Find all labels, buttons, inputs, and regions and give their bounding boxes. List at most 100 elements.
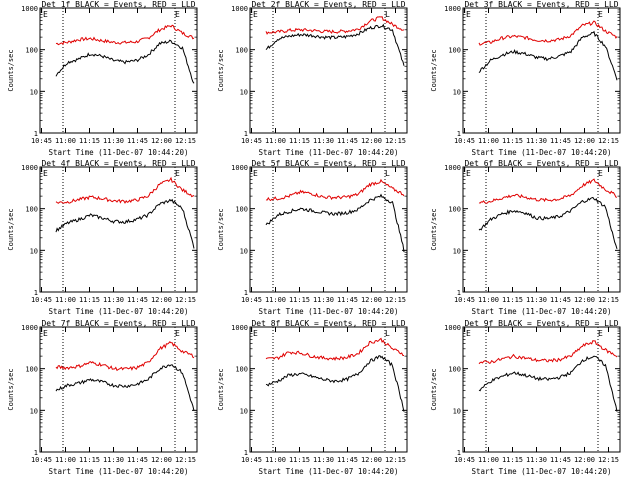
x-tick-label: 11:30 [313, 296, 334, 304]
detector-panel-5: Det 5f BLACK = Events, RED = LLD Counts/s… [217, 159, 408, 316]
event-marker-label: L [385, 329, 390, 338]
series-line-lld [55, 176, 195, 204]
series-line-lld [478, 178, 618, 204]
x-tick-label: 10:45 [241, 137, 262, 145]
x-tick-label: 12:00 [361, 296, 382, 304]
x-tick-label: 12:15 [175, 137, 196, 145]
x-tick-label: 11:00 [265, 296, 286, 304]
y-tick-label: 10 [240, 247, 248, 255]
y-tick-label: 1000 [231, 324, 248, 332]
x-tick-label: 12:15 [598, 137, 619, 145]
x-tick-label: 11:30 [103, 296, 124, 304]
plot-title: Det 3f BLACK = Events, RED = LLD [464, 0, 618, 9]
x-tick-label: 12:00 [574, 137, 595, 145]
y-axis-label: Counts/sec [7, 208, 15, 250]
series-line-events [478, 30, 618, 81]
plot-title: Det 7f BLACK = Events, RED = LLD [41, 319, 195, 328]
event-marker-label: E [598, 329, 603, 338]
x-tick-label: 11:00 [478, 296, 499, 304]
plot-title: Det 5f BLACK = Events, RED = LLD [251, 159, 405, 168]
y-tick-label: 1000 [21, 5, 38, 13]
x-tick-label: 11:15 [289, 456, 310, 464]
x-tick-label: 12:00 [151, 456, 172, 464]
plot-frame [249, 326, 408, 453]
series-line-events [478, 196, 618, 250]
y-axis-label: Counts/sec [217, 208, 225, 250]
x-tick-label: 11:00 [478, 456, 499, 464]
y-tick-label: 1000 [21, 324, 38, 332]
x-tick-label: 11:45 [127, 296, 148, 304]
x-tick-label: 10:45 [241, 296, 262, 304]
x-tick-label: 10:45 [31, 137, 52, 145]
series-line-events [55, 198, 195, 249]
plot-title: Det 4f BLACK = Events, RED = LLD [41, 159, 195, 168]
series-line-lld [478, 20, 618, 46]
y-tick-label: 1 [34, 130, 38, 138]
y-tick-label: 100 [448, 47, 461, 55]
x-axis-label: Start Time (11-Dec-07 10:44:20) [49, 307, 189, 316]
y-tick-label: 100 [235, 206, 248, 214]
series-line-lld [55, 24, 195, 46]
detector-panel-6: Det 6f BLACK = Events, RED = LLD Counts/s… [430, 159, 621, 316]
series-line-events [265, 23, 405, 66]
y-tick-label: 100 [448, 366, 461, 374]
x-tick-label: 10:45 [454, 456, 475, 464]
y-tick-label: 100 [235, 366, 248, 374]
x-tick-label: 12:15 [385, 456, 406, 464]
y-axis-label: Counts/sec [7, 368, 15, 410]
event-marker-label: L [385, 169, 390, 178]
plot-title: Det 1f BLACK = Events, RED = LLD [41, 0, 195, 9]
x-axis-label: Start Time (11-Dec-07 10:44:20) [259, 467, 399, 476]
y-tick-label: 10 [240, 407, 248, 415]
event-marker-label: E [175, 169, 180, 178]
series-line-events [55, 39, 195, 84]
y-axis-label: Counts/sec [217, 49, 225, 91]
y-tick-label: 1 [457, 449, 461, 457]
y-tick-label: 100 [25, 366, 38, 374]
y-tick-label: 100 [235, 47, 248, 55]
plot-title: Det 8f BLACK = Events, RED = LLD [251, 319, 405, 328]
x-tick-label: 12:15 [598, 456, 619, 464]
series-line-lld [55, 341, 195, 372]
x-tick-label: 12:15 [598, 296, 619, 304]
y-tick-label: 1000 [444, 164, 461, 172]
x-tick-label: 11:45 [550, 296, 571, 304]
x-tick-label: 11:30 [103, 137, 124, 145]
plot-frame [39, 166, 198, 293]
y-tick-label: 10 [453, 88, 461, 96]
y-tick-label: 10 [30, 247, 38, 255]
event-marker-label: E [466, 169, 471, 178]
y-tick-label: 10 [453, 407, 461, 415]
y-tick-label: 100 [448, 206, 461, 214]
event-marker-label: E [253, 10, 258, 19]
x-tick-label: 11:00 [478, 137, 499, 145]
x-tick-label: 11:15 [79, 296, 100, 304]
plot-title: Det 9f BLACK = Events, RED = LLD [464, 319, 618, 328]
plot-frame [462, 7, 621, 134]
plot-frame [39, 326, 198, 453]
x-tick-label: 11:15 [289, 137, 310, 145]
detector-panel-4: Det 4f BLACK = Events, RED = LLD Counts/s… [7, 159, 198, 316]
y-axis-label: Counts/sec [430, 208, 438, 250]
x-tick-label: 11:30 [103, 456, 124, 464]
detector-panel-8: Det 8f BLACK = Events, RED = LLD Counts/s… [217, 319, 408, 476]
x-axis-label: Start Time (11-Dec-07 10:44:20) [472, 307, 612, 316]
x-tick-label: 11:30 [526, 296, 547, 304]
y-axis-label: Counts/sec [430, 49, 438, 91]
detector-panel-7: Det 7f BLACK = Events, RED = LLD Counts/s… [7, 319, 198, 476]
y-axis-label: Counts/sec [217, 368, 225, 410]
detector-panel-1: Det 1f BLACK = Events, RED = LLD Counts/s… [7, 0, 198, 157]
y-tick-label: 100 [25, 206, 38, 214]
x-tick-label: 12:15 [175, 296, 196, 304]
x-tick-label: 11:30 [526, 137, 547, 145]
x-tick-label: 11:15 [502, 456, 523, 464]
plot-frame [462, 166, 621, 293]
event-marker-label: E [466, 10, 471, 19]
x-tick-label: 11:15 [502, 137, 523, 145]
plot-title: Det 2f BLACK = Events, RED = LLD [251, 0, 405, 9]
y-tick-label: 1000 [444, 324, 461, 332]
event-marker-label: E [253, 329, 258, 338]
x-axis-label: Start Time (11-Dec-07 10:44:20) [49, 467, 189, 476]
plot-frame [39, 7, 198, 134]
